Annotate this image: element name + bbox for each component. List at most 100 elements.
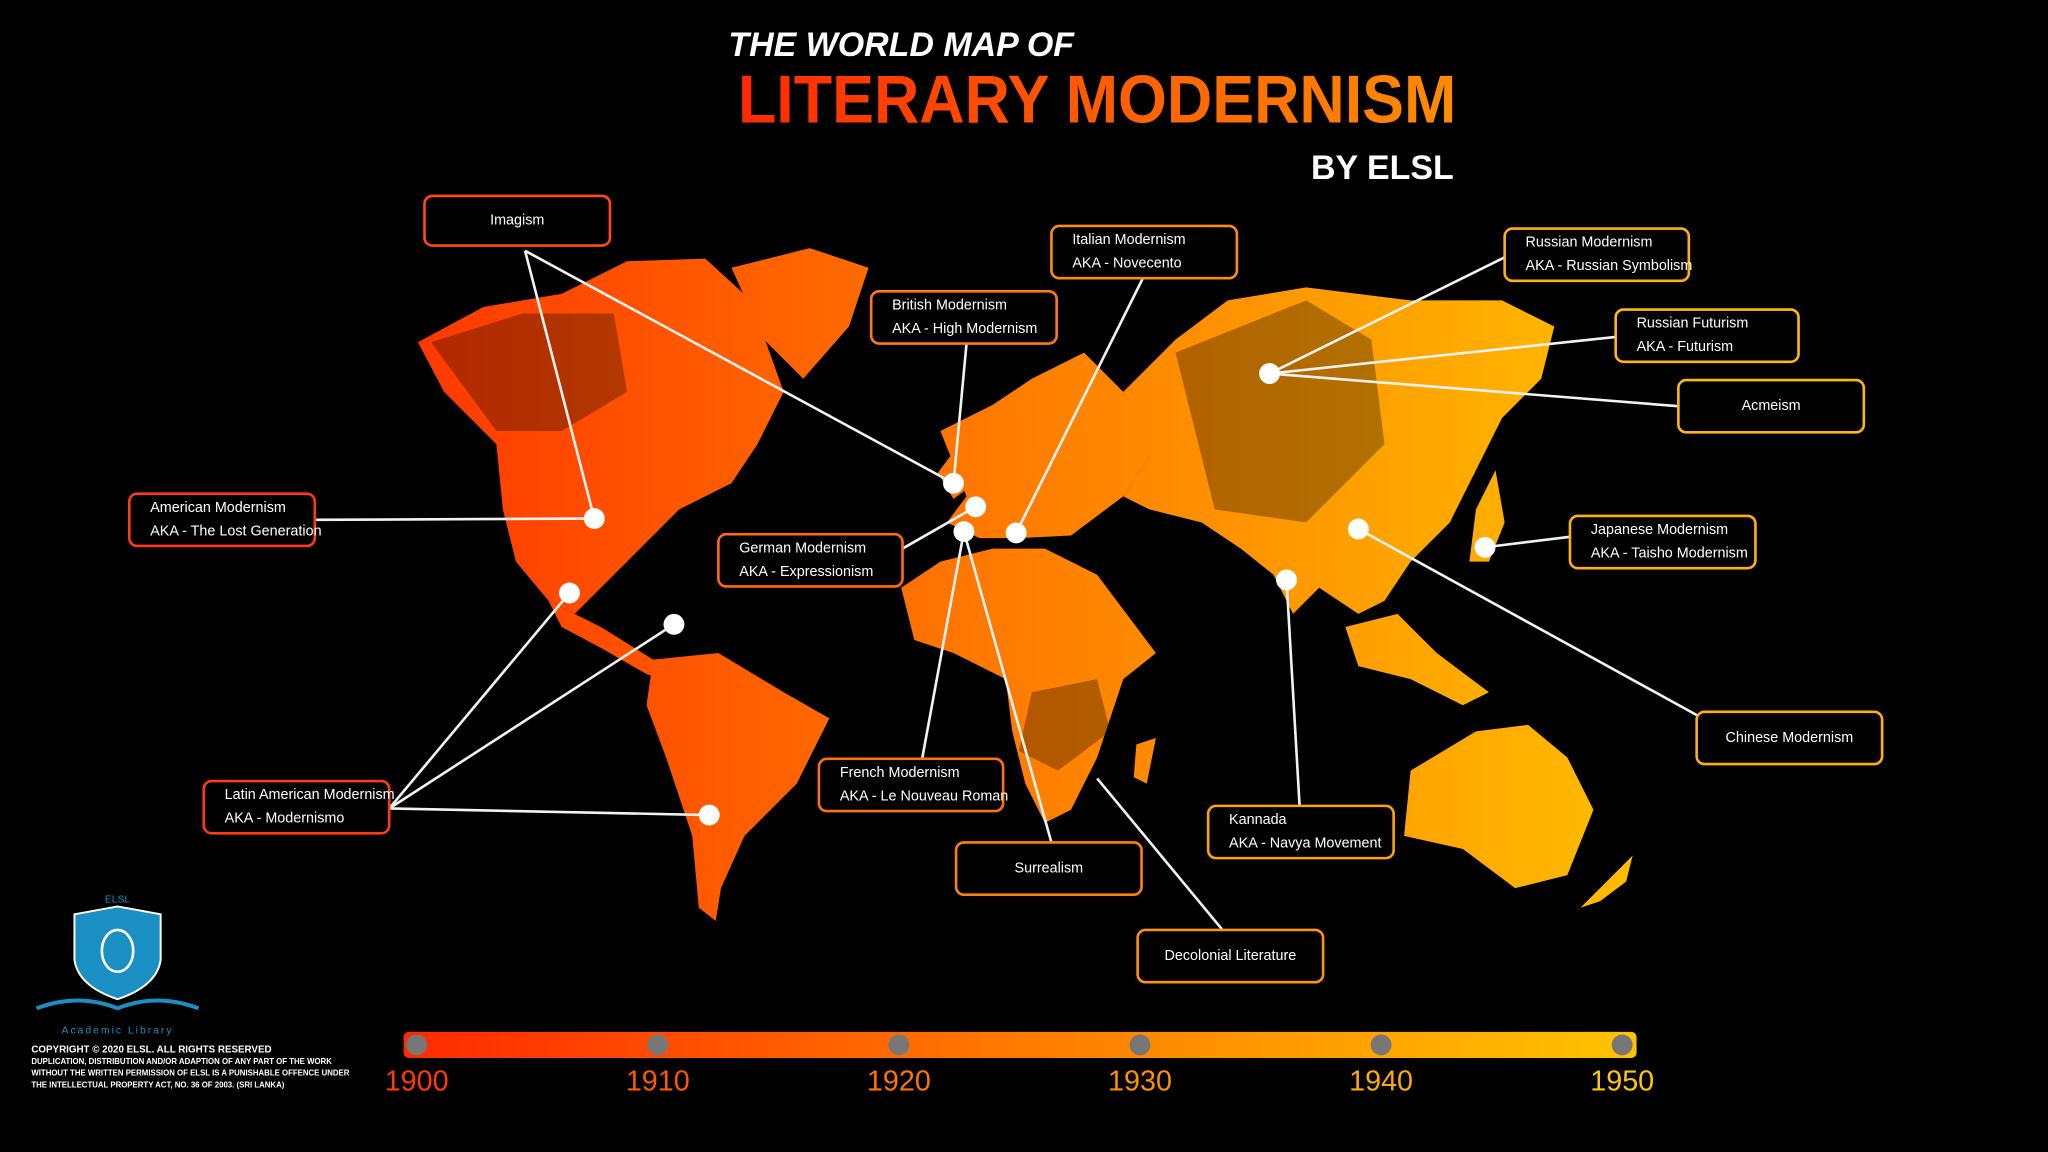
timeline-dot (647, 1034, 669, 1056)
label-text: AKA - Expressionism (739, 564, 873, 580)
location-dot (965, 496, 987, 518)
timeline-dot (406, 1034, 428, 1056)
timeline-label: 1900 (385, 1065, 449, 1097)
copyright-line: WITHOUT THE WRITTEN PERMISSION OF ELSL I… (31, 1069, 349, 1078)
logo-subtitle: Academic Library (62, 1025, 174, 1036)
label-box (1695, 710, 1884, 766)
label-text: German Modernism (739, 540, 866, 556)
leader-line (1014, 277, 1145, 534)
label-text: AKA - High Modernism (892, 321, 1037, 337)
timeline-dot (888, 1034, 910, 1056)
label-text: Decolonial Literature (1165, 948, 1297, 964)
timeline-dot (1611, 1034, 1633, 1056)
byline: BY ELSL (1311, 149, 1454, 187)
leader-line (1357, 527, 1699, 717)
madagascar (1133, 737, 1156, 784)
timeline-dot (1370, 1034, 1392, 1056)
timeline-label: 1940 (1349, 1065, 1413, 1097)
leader-line (901, 505, 977, 550)
australia (1404, 724, 1594, 889)
leader-line (523, 250, 596, 519)
europe (940, 352, 1176, 539)
location-dot (559, 582, 580, 604)
location-dot (1347, 518, 1369, 540)
label-text: Japanese Modernism (1591, 522, 1728, 538)
label-box (869, 289, 1058, 345)
label-text: Imagism (490, 213, 544, 229)
location-dot (698, 804, 720, 826)
label-box (1503, 227, 1691, 283)
label-text: Kannada (1229, 812, 1287, 828)
label-text: British Modernism (892, 297, 1007, 313)
shade-africa (1018, 679, 1111, 771)
label-box (717, 532, 904, 588)
timeline-ticks: 1900 1910 1920 1930 1940 1950 (385, 1034, 1654, 1097)
label-text: French Modernism (840, 765, 960, 781)
leader-line (1269, 335, 1616, 375)
label-text: Russian Futurism (1637, 316, 1749, 332)
leader-line (388, 623, 675, 810)
copyright: COPYRIGHT © 2020 ELSL. ALL RIGHTS RESERV… (31, 1045, 349, 1090)
copyright-line: DUPLICATION, DISTRIBUTION AND/OR ADAPTIO… (31, 1057, 332, 1066)
japan (1469, 470, 1505, 562)
timeline-label: 1950 (1590, 1065, 1654, 1097)
north-america (417, 258, 784, 614)
south-america (646, 653, 830, 921)
world-map (417, 248, 1633, 921)
copyright-line: THE INTELLECTUAL PROPERTY ACT, NO. 36 OF… (31, 1080, 284, 1089)
africa (901, 548, 1156, 823)
label-text: AKA - Le Nouveau Roman (840, 789, 1008, 805)
location-dot (953, 521, 975, 543)
leader-line (952, 343, 968, 484)
leader-line (388, 592, 571, 810)
label-text: Surrealism (1015, 860, 1084, 876)
label-text: Russian Modernism (1526, 235, 1653, 251)
leader-line (962, 531, 1053, 843)
label-text: AKA - Novecento (1072, 256, 1181, 272)
label-text: AKA - Navya Movement (1229, 836, 1381, 852)
label-text: AKA - The Lost Generation (150, 523, 321, 539)
label-text: AKA - Modernismo (225, 811, 345, 827)
logo-owl (100, 928, 135, 974)
location-dot (1474, 536, 1496, 558)
location-dots (559, 363, 1496, 826)
location-dot (943, 472, 964, 494)
timeline-bar (403, 1031, 1637, 1058)
timeline-label: 1930 (1108, 1065, 1172, 1097)
leader-line (920, 531, 966, 760)
title-line-2: LITERARY MODERNISM (738, 62, 1456, 137)
label-box (1136, 928, 1325, 984)
label-text: Chinese Modernism (1726, 730, 1854, 746)
location-dot (583, 508, 605, 529)
map-shading (431, 300, 1385, 771)
leader-line (1268, 256, 1506, 375)
timeline-label: 1910 (626, 1065, 690, 1097)
leader-line (389, 807, 710, 817)
shade-canada (431, 313, 627, 432)
logo: ELSL Academic Library (35, 895, 200, 1036)
logo-book (35, 998, 200, 1011)
leader-line (1269, 372, 1679, 408)
label-text: Latin American Modernism (225, 787, 395, 803)
label-box (202, 779, 391, 835)
location-dot (1276, 569, 1297, 591)
label-box (1050, 224, 1239, 280)
timeline-label: 1920 (867, 1065, 931, 1097)
label-box (423, 194, 612, 247)
greenland (731, 248, 869, 379)
leader-line (314, 517, 595, 522)
timeline: 1900 1910 1920 1930 1940 1950 (385, 1031, 1654, 1097)
new-zealand (1580, 855, 1633, 908)
location-dot (1259, 363, 1280, 384)
leader-line (1285, 579, 1301, 806)
leader-line (1096, 777, 1224, 931)
leader-lines (314, 249, 1699, 931)
label-text: Italian Modernism (1072, 232, 1185, 248)
logo-name: ELSL (105, 895, 131, 906)
label-text: AKA - Futurism (1637, 339, 1734, 355)
label-box (817, 757, 1005, 813)
label-text: American Modernism (150, 500, 286, 516)
